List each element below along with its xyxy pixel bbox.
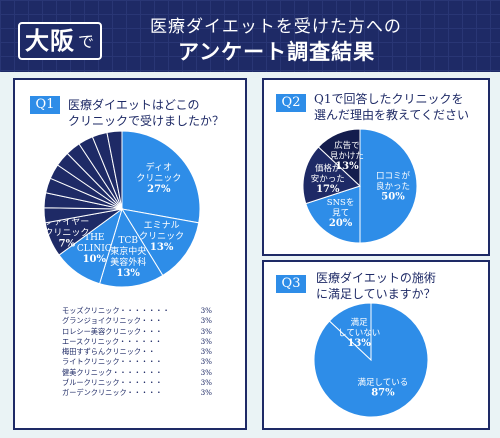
- other-clinic-value: 3%: [200, 357, 212, 367]
- q3-badge: Q3: [276, 275, 306, 293]
- q3-slice-label: 満足: [351, 318, 369, 328]
- q1-slice-label: エミナル: [144, 220, 180, 231]
- title-line-2: アンケート調査結果: [178, 39, 376, 64]
- q2-question-line-1: Q1で回答したクリニックを: [314, 92, 464, 106]
- title-line-1: 医療ダイエットを受けた方への: [150, 17, 402, 37]
- q1-slice-label: THE: [84, 233, 104, 243]
- q1-slice-value-label: 10%: [83, 254, 107, 265]
- q3-slice: [328, 302, 372, 362]
- q1-slice: [98, 207, 164, 288]
- city-suffix: で: [78, 32, 95, 51]
- q1-other-clinics-list: モッズクリニック・・・・・・・ 3% グランジョイクリニック・・・ 3% ロレシー美容ク…: [62, 306, 212, 399]
- q3-slice-value-label: 13%: [347, 338, 371, 349]
- other-clinic-item: モッズクリニック・・・・・・・ 3%: [62, 306, 212, 316]
- other-clinic-value: 3%: [200, 378, 212, 388]
- other-clinic-name: モッズクリニック・・・・・・・: [62, 306, 170, 315]
- city-name: 大阪: [25, 27, 75, 55]
- q1-slice-label: CLINIC: [77, 244, 112, 254]
- q2-slice-value-label: 13%: [335, 161, 359, 172]
- q1-slice-value-label: 13%: [116, 268, 140, 279]
- q1-slice-label: クリニック: [44, 228, 89, 239]
- q2-slice-value-label: 17%: [316, 184, 340, 195]
- q1-slice: [106, 130, 123, 210]
- q1-slice: [121, 130, 201, 224]
- q1-question-line-1: 医療ダイエットはどこの: [68, 98, 200, 112]
- q2-slice-label: 口コミが: [376, 170, 411, 181]
- q2-question-line-2: 選んだ理由を教えてください: [314, 108, 470, 122]
- q2-slice-value-label: 50%: [381, 191, 405, 202]
- q2-slice-label: 広告で: [334, 140, 360, 151]
- other-clinic-name: ロレシー美容クリニック・・・: [62, 326, 163, 336]
- q2-slice-label: 価格が: [315, 163, 341, 174]
- q2-slice-label: SNSを: [327, 198, 355, 208]
- q3-slice-label: していない: [338, 328, 380, 338]
- q2-slice-label: 見かけた: [330, 152, 364, 162]
- q2-slice-label: 良かった: [376, 181, 410, 192]
- q1-slice-label: クリニック: [139, 231, 184, 242]
- q1-slice-label: ディオ: [146, 161, 172, 173]
- other-clinic-value: 3%: [200, 306, 212, 315]
- other-clinic-value: 3%: [200, 388, 212, 398]
- other-clinic-name: ライトクリニック・・・・・・: [62, 357, 163, 367]
- q3-question-line-2: に満足していますか？: [316, 287, 436, 301]
- other-clinic-item: ロレシー美容クリニック・・・ 3%: [62, 327, 212, 337]
- q3-slice-label: 満足している: [358, 378, 409, 388]
- other-clinic-item: エースクリニック・・・・・・ 3%: [62, 337, 212, 347]
- other-clinic-item: ガーデンクリニック・・・・・ 3%: [62, 388, 212, 398]
- other-clinic-item: ブルークリニック・・・・・・ 3%: [62, 378, 212, 388]
- other-clinic-name: 梅田すずらんクリニック・・: [62, 347, 156, 357]
- q1-slice-value-label: 27%: [147, 184, 171, 195]
- q1-slice-label: クリニック: [136, 173, 181, 184]
- q3-slice-value-label: 87%: [371, 388, 395, 399]
- q2-slice-value-label: 20%: [329, 218, 353, 229]
- q1-slice-label: ファイヤー: [44, 218, 89, 228]
- other-clinic-item: 健美クリニック・・・・・・・ 3%: [62, 368, 212, 378]
- other-clinic-name: ガーデンクリニック・・・・・: [62, 388, 163, 398]
- other-clinic-value: 3%: [200, 347, 212, 357]
- q2-slice: [359, 128, 418, 244]
- q2-slice: [305, 185, 361, 244]
- q1-slice-value-label: 7%: [59, 239, 76, 250]
- other-clinic-name: ブルークリニック・・・・・・: [62, 378, 163, 388]
- header-banner: 大阪 で 医療ダイエットを受けた方への アンケート調査結果: [0, 0, 500, 72]
- other-clinic-name: 健美クリニック・・・・・・・: [62, 367, 163, 377]
- q2-badge: Q2: [276, 94, 306, 112]
- q1-slice-label: TCB: [118, 236, 138, 246]
- other-clinic-value: 3%: [200, 367, 212, 377]
- q1-slice-value-label: 13%: [150, 242, 174, 253]
- q1-slice: [120, 208, 200, 277]
- other-clinic-value: 3%: [200, 326, 212, 336]
- other-clinic-item: グランジョイクリニック・・・ 3%: [62, 316, 212, 326]
- other-clinic-item: 梅田すずらんクリニック・・ 3%: [62, 347, 212, 357]
- city-badge: 大阪 で: [18, 22, 102, 60]
- q2-slice-label: 安かった: [311, 174, 345, 185]
- q3-question-line-1: 医療ダイエットの施術: [316, 271, 436, 285]
- q2-slice-label: 見て: [332, 209, 349, 219]
- other-clinic-name: グランジョイクリニック・・・: [62, 316, 163, 326]
- q1-slice-label: 美容外科: [110, 256, 146, 268]
- q1-slice-label: 東京中央: [110, 245, 146, 257]
- other-clinic-value: 3%: [200, 336, 212, 346]
- other-clinic-item: ライトクリニック・・・・・・ 3%: [62, 357, 212, 367]
- other-clinic-name: エースクリニック・・・・・・: [62, 336, 163, 346]
- other-clinic-value: 3%: [200, 316, 212, 326]
- q1-question-line-2: クリニックで受けましたか？: [68, 114, 225, 128]
- q2-slice: [317, 128, 361, 188]
- q2-slice: [302, 146, 361, 205]
- q1-badge: Q1: [30, 96, 60, 114]
